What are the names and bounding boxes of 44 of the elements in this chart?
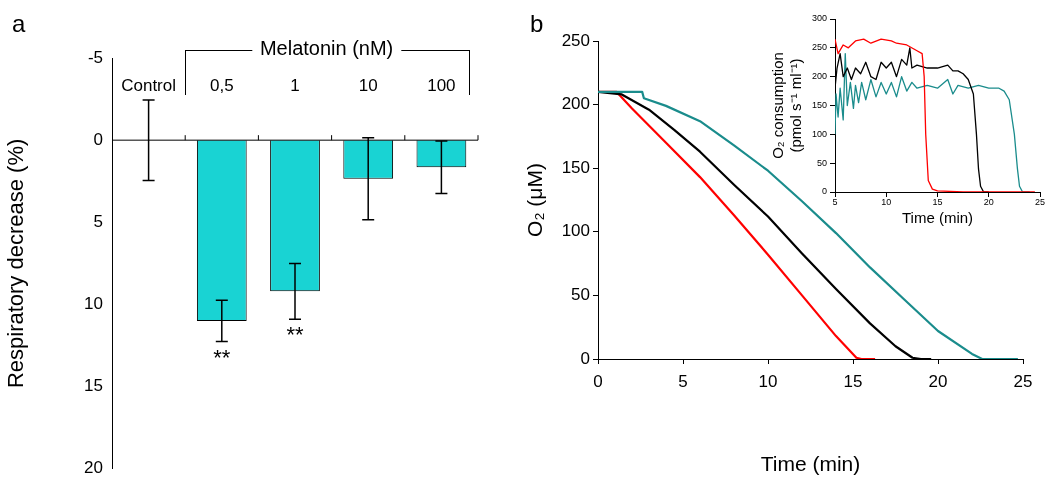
x-tick-label: 5 — [832, 196, 838, 207]
annotation: ** — [286, 322, 304, 348]
x-tick-label: 10 — [358, 75, 378, 95]
y-tick-label: 0 — [821, 186, 827, 197]
x-tick-label: 1 — [290, 75, 300, 95]
chart-title: b — [530, 10, 544, 37]
y-axis-title: O₂ consumption (pmol s⁻¹ ml⁻¹) — [769, 52, 805, 159]
y-tick-label: 0 — [580, 348, 590, 368]
x-tick-label: 10 — [881, 196, 892, 207]
y-tick-label: 150 — [811, 99, 827, 110]
x-tick-label: 20 — [928, 371, 948, 391]
y-tick-label: 5 — [93, 212, 103, 232]
x-tick-label: 0,5 — [209, 75, 234, 95]
x-tick-label: 15 — [843, 371, 863, 391]
x-tick-label: 5 — [678, 371, 688, 391]
y-tick-label: 50 — [571, 285, 590, 305]
annotation: ** — [213, 344, 231, 370]
x-tick-label: 15 — [932, 196, 943, 207]
y-tick-label: 250 — [811, 42, 827, 53]
y-tick-label: 0 — [93, 129, 103, 149]
x-tick-label: 25 — [1034, 196, 1046, 207]
y-tick-label: 100 — [811, 128, 827, 139]
y-tick-label: 250 — [561, 30, 590, 50]
x-tick-label: Control — [121, 75, 177, 95]
x-tick-label: 25 — [1013, 371, 1033, 391]
chart-title: a — [12, 10, 26, 37]
x-tick-label: 20 — [983, 196, 994, 207]
x-axis-title: Time (min) — [901, 209, 974, 227]
x-tick-label: 0 — [593, 371, 603, 391]
x-tick-label: 10 — [758, 371, 778, 391]
y-tick-label: 150 — [561, 157, 590, 177]
y-axis-title: O₂ (μM) — [523, 163, 547, 237]
y-tick-label: -5 — [87, 47, 103, 67]
y-tick-label: 200 — [561, 94, 590, 114]
y-tick-label: 100 — [561, 221, 590, 241]
x-tick-label: 100 — [427, 75, 456, 95]
y-tick-label: 300 — [811, 13, 827, 24]
y-tick-label: 10 — [84, 294, 103, 314]
y-tick-label: 20 — [84, 458, 103, 478]
y-tick-label: 200 — [811, 71, 827, 82]
y-axis-title: Respiratory decrease (%) — [3, 138, 29, 389]
x-axis-title: Time (min) — [760, 452, 861, 476]
y-tick-label: 50 — [816, 157, 827, 168]
annotation: Melatonin (nM) — [251, 37, 402, 60]
